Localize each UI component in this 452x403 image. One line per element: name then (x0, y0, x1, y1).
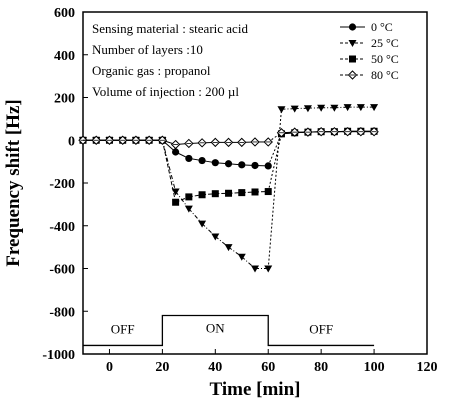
series-1-point-11 (224, 244, 233, 252)
y-tick-label-4: -200 (49, 177, 75, 192)
series-2-segment-6 (161, 140, 177, 203)
series-2-point-10 (211, 190, 219, 198)
x-tick-label-6: 120 (417, 360, 438, 375)
annotation-sensing-material: Sensing material : stearic acid (92, 21, 248, 36)
series-2-point-13 (251, 188, 259, 196)
series-1-point-20 (343, 104, 352, 112)
series-1-segment-12 (241, 256, 256, 269)
x-tick-label-1: 20 (155, 360, 169, 375)
series-2-point-12 (238, 189, 246, 197)
legend-marker-0 (348, 23, 357, 31)
series-1-point-13 (251, 265, 259, 273)
ticks-layer: 0 20 40 60 80 100 120 600 400 200 0 -200 -400 -600 -80… (42, 6, 437, 375)
series-0-point-8 (185, 154, 193, 163)
phase-label-off-0: OFF (111, 322, 135, 337)
series-2-point-9 (198, 191, 206, 199)
series-3 (78, 126, 379, 150)
series-1-point-7 (171, 188, 180, 196)
series-1-point-16 (290, 105, 299, 113)
series-2-segment-14 (267, 133, 282, 192)
legend-item-2: 50 °C (340, 52, 399, 66)
y-tick-label-7: -800 (49, 305, 75, 320)
series-2-point-11 (225, 189, 233, 197)
phase-label-on-1: ON (206, 321, 225, 336)
annotation-volume-of-injection: Volume of injection : 200 µl (92, 84, 239, 99)
series-1-segment-11 (228, 246, 243, 258)
series-layer (78, 104, 379, 273)
legend: 0 °C 25 °C 50 °C 80 °C (340, 20, 399, 82)
legend-marker-2 (349, 55, 356, 63)
series-1-point-9 (198, 220, 207, 228)
y-tick-label-5: -400 (49, 220, 75, 235)
series-1-segment-8 (188, 208, 203, 224)
legend-label-0: 0 °C (371, 20, 393, 34)
legend-marker-1 (348, 40, 357, 47)
series-1-point-18 (317, 104, 326, 112)
series-0-point-10 (211, 159, 219, 167)
y-tick-label-1: 400 (54, 49, 75, 64)
annotation-organic-gas: Organic gas : propanol (92, 63, 211, 78)
x-axis-title: Time [min] (210, 379, 301, 400)
y-axis-title: Frequency shift [Hz] (3, 99, 24, 266)
series-0-point-12 (238, 161, 246, 169)
series-1-point-12 (237, 253, 246, 261)
y-tick-label-2: 200 (54, 92, 75, 107)
y-tick-label-3: 0 (68, 134, 75, 149)
series-0-point-11 (224, 160, 233, 168)
legend-item-1: 25 °C (340, 36, 399, 50)
x-tick-label-3: 60 (261, 360, 275, 375)
series-0-point-7 (172, 148, 180, 156)
series-0-point-14 (264, 162, 272, 170)
phase-bar: OFF ON OFF (83, 314, 375, 347)
legend-label-2: 50 °C (371, 52, 399, 66)
y-tick-label-6: -600 (49, 263, 75, 278)
annotation-number-of-layers: Number of layers :10 (92, 42, 203, 57)
series-1-point-15 (277, 106, 286, 114)
series-1-point-17 (303, 105, 312, 113)
series-1-point-22 (370, 104, 379, 112)
phase-label-off-2: OFF (309, 322, 333, 337)
series-1-point-19 (330, 104, 339, 112)
series-2-point-8 (185, 193, 193, 201)
legend-label-1: 25 °C (371, 36, 399, 50)
x-tick-label-5: 100 (364, 360, 385, 375)
series-1-point-8 (184, 205, 193, 213)
series-0-point-9 (198, 156, 206, 165)
series-1-point-21 (356, 104, 365, 112)
series-1-point-10 (211, 233, 220, 241)
legend-label-3: 80 °C (371, 68, 399, 82)
phase-line (83, 314, 375, 347)
series-2-point-7 (172, 198, 180, 206)
y-tick-label-8: -1000 (42, 348, 75, 363)
y-tick-label-0: 600 (54, 6, 75, 21)
series-0-segment-14 (267, 133, 282, 167)
series-2-point-14 (264, 188, 272, 196)
series-1-segment-10 (214, 236, 229, 248)
legend-item-0: 0 °C (340, 20, 393, 34)
x-tick-label-0: 0 (106, 360, 113, 375)
legend-item-3: 80 °C (340, 68, 399, 82)
x-tick-label-2: 40 (208, 360, 222, 375)
series-0-point-13 (251, 161, 259, 170)
x-tick-label-4: 80 (314, 360, 328, 375)
annotation-box: Sensing material : stearic acid Number o… (92, 21, 248, 99)
series-1-point-14 (264, 265, 273, 273)
